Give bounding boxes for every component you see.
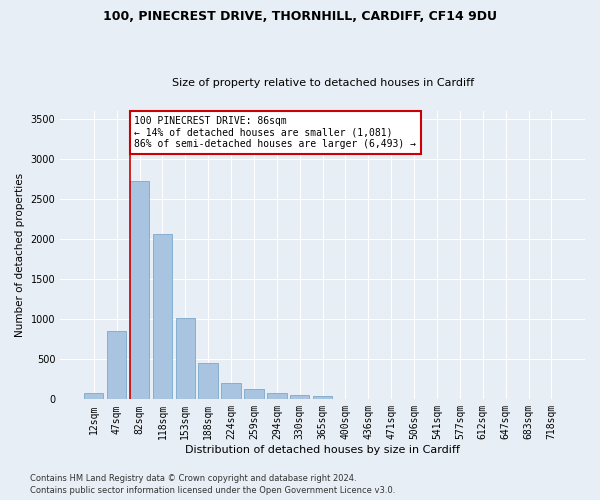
Bar xyxy=(221,384,241,400)
Bar xyxy=(84,394,103,400)
Text: Contains HM Land Registry data © Crown copyright and database right 2024.
Contai: Contains HM Land Registry data © Crown c… xyxy=(30,474,395,495)
Title: Size of property relative to detached houses in Cardiff: Size of property relative to detached ho… xyxy=(172,78,473,88)
Bar xyxy=(244,389,263,400)
X-axis label: Distribution of detached houses by size in Cardiff: Distribution of detached houses by size … xyxy=(185,445,460,455)
Y-axis label: Number of detached properties: Number of detached properties xyxy=(15,173,25,337)
Bar xyxy=(176,318,195,400)
Bar xyxy=(267,394,287,400)
Bar xyxy=(130,182,149,400)
Bar xyxy=(107,332,127,400)
Bar xyxy=(290,394,310,400)
Text: 100, PINECREST DRIVE, THORNHILL, CARDIFF, CF14 9DU: 100, PINECREST DRIVE, THORNHILL, CARDIFF… xyxy=(103,10,497,23)
Bar xyxy=(199,364,218,400)
Text: 100 PINECREST DRIVE: 86sqm
← 14% of detached houses are smaller (1,081)
86% of s: 100 PINECREST DRIVE: 86sqm ← 14% of deta… xyxy=(134,116,416,149)
Bar xyxy=(313,396,332,400)
Bar xyxy=(336,398,355,400)
Bar xyxy=(152,234,172,400)
